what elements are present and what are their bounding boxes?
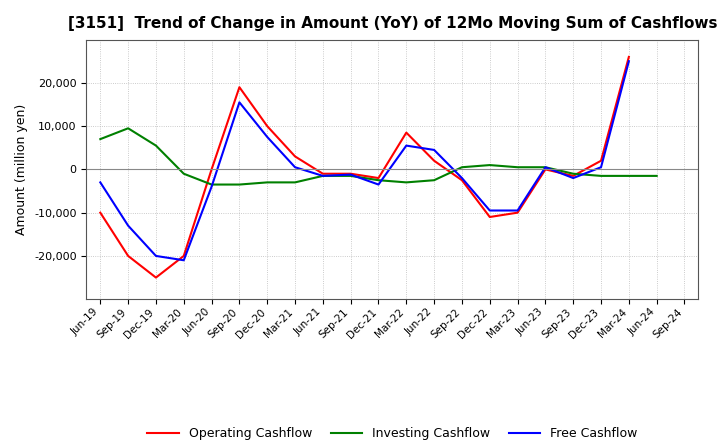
Operating Cashflow bbox=[430, 158, 438, 163]
Investing Cashflow bbox=[652, 173, 661, 179]
Investing Cashflow bbox=[124, 126, 132, 131]
Free Cashflow bbox=[485, 208, 494, 213]
Operating Cashflow bbox=[569, 173, 577, 179]
Free Cashflow bbox=[597, 165, 606, 170]
Free Cashflow bbox=[96, 180, 104, 185]
Free Cashflow bbox=[569, 176, 577, 181]
Operating Cashflow bbox=[402, 130, 410, 135]
Free Cashflow bbox=[235, 100, 243, 105]
Free Cashflow bbox=[152, 253, 161, 259]
Free Cashflow bbox=[402, 143, 410, 148]
Investing Cashflow bbox=[624, 173, 633, 179]
Investing Cashflow bbox=[513, 165, 522, 170]
Line: Free Cashflow: Free Cashflow bbox=[100, 61, 629, 260]
Operating Cashflow bbox=[513, 210, 522, 215]
Operating Cashflow bbox=[318, 171, 327, 176]
Free Cashflow bbox=[458, 176, 467, 181]
Investing Cashflow bbox=[374, 178, 383, 183]
Legend: Operating Cashflow, Investing Cashflow, Free Cashflow: Operating Cashflow, Investing Cashflow, … bbox=[143, 422, 642, 440]
Investing Cashflow bbox=[541, 165, 550, 170]
Operating Cashflow bbox=[235, 84, 243, 90]
Investing Cashflow bbox=[179, 171, 188, 176]
Investing Cashflow bbox=[346, 173, 355, 179]
Free Cashflow bbox=[624, 59, 633, 64]
Free Cashflow bbox=[179, 258, 188, 263]
Operating Cashflow bbox=[597, 158, 606, 163]
Y-axis label: Amount (million yen): Amount (million yen) bbox=[16, 104, 29, 235]
Investing Cashflow bbox=[569, 171, 577, 176]
Investing Cashflow bbox=[430, 178, 438, 183]
Free Cashflow bbox=[124, 223, 132, 228]
Free Cashflow bbox=[374, 182, 383, 187]
Free Cashflow bbox=[430, 147, 438, 153]
Operating Cashflow bbox=[96, 210, 104, 215]
Investing Cashflow bbox=[152, 143, 161, 148]
Operating Cashflow bbox=[346, 171, 355, 176]
Free Cashflow bbox=[513, 208, 522, 213]
Operating Cashflow bbox=[485, 214, 494, 220]
Operating Cashflow bbox=[263, 124, 271, 129]
Investing Cashflow bbox=[207, 182, 216, 187]
Operating Cashflow bbox=[207, 167, 216, 172]
Operating Cashflow bbox=[179, 253, 188, 259]
Investing Cashflow bbox=[485, 162, 494, 168]
Line: Investing Cashflow: Investing Cashflow bbox=[100, 128, 657, 184]
Free Cashflow bbox=[263, 134, 271, 139]
Free Cashflow bbox=[291, 165, 300, 170]
Investing Cashflow bbox=[597, 173, 606, 179]
Operating Cashflow bbox=[291, 154, 300, 159]
Investing Cashflow bbox=[402, 180, 410, 185]
Title: [3151]  Trend of Change in Amount (YoY) of 12Mo Moving Sum of Cashflows: [3151] Trend of Change in Amount (YoY) o… bbox=[68, 16, 717, 32]
Free Cashflow bbox=[207, 184, 216, 189]
Operating Cashflow bbox=[374, 176, 383, 181]
Free Cashflow bbox=[346, 172, 355, 177]
Investing Cashflow bbox=[235, 182, 243, 187]
Operating Cashflow bbox=[624, 54, 633, 59]
Free Cashflow bbox=[541, 165, 550, 170]
Operating Cashflow bbox=[152, 275, 161, 280]
Line: Operating Cashflow: Operating Cashflow bbox=[100, 57, 629, 278]
Investing Cashflow bbox=[263, 180, 271, 185]
Operating Cashflow bbox=[458, 178, 467, 183]
Investing Cashflow bbox=[291, 180, 300, 185]
Operating Cashflow bbox=[124, 253, 132, 259]
Operating Cashflow bbox=[541, 167, 550, 172]
Investing Cashflow bbox=[318, 173, 327, 179]
Investing Cashflow bbox=[458, 165, 467, 170]
Investing Cashflow bbox=[96, 136, 104, 142]
Free Cashflow bbox=[318, 173, 327, 179]
